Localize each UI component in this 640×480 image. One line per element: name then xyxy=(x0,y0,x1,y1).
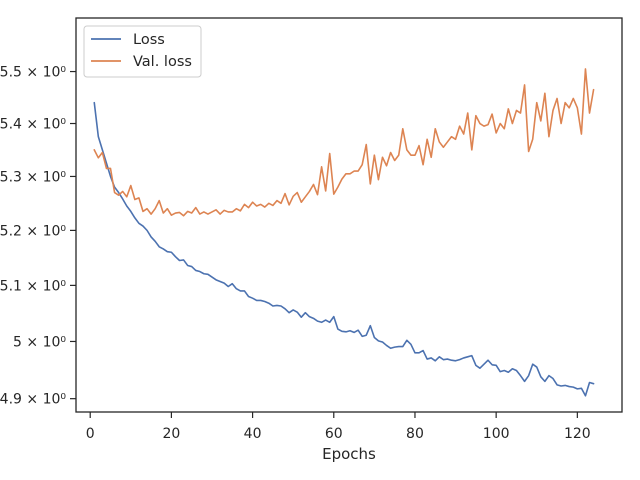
y-tick-label: 5.5 × 10⁰ xyxy=(0,65,66,81)
y-tick-label: 5 × 10⁰ xyxy=(13,334,66,350)
val-loss-series-line xyxy=(93,68,595,217)
x-axis-label: Epochs xyxy=(322,445,376,463)
x-tick-label: 0 xyxy=(86,426,95,442)
plot-area xyxy=(75,17,623,413)
y-axis-ticks: 4.9 × 10⁰ 5 × 10⁰ 5.1 × 10⁰ 5.2 × 10⁰ 5.3 × … xyxy=(0,65,76,408)
y-tick-label: 5.1 × 10⁰ xyxy=(0,278,66,294)
x-axis-ticks: 0 20 40 60 80 100 120 xyxy=(86,412,591,442)
x-tick-label: 80 xyxy=(406,426,424,442)
y-tick-label: 5.3 × 10⁰ xyxy=(0,169,66,185)
loss-series-line xyxy=(93,101,595,397)
y-tick-label: 4.9 × 10⁰ xyxy=(0,392,66,408)
series-layer xyxy=(93,68,595,397)
y-tick-label: 5.4 × 10⁰ xyxy=(0,117,66,133)
x-tick-label: 100 xyxy=(483,426,510,442)
axes-frame xyxy=(75,17,623,413)
x-tick-label: 40 xyxy=(244,426,262,442)
legend-label-loss: Loss xyxy=(133,32,165,48)
x-tick-label: 60 xyxy=(325,426,343,442)
y-tick-label: 5.2 × 10⁰ xyxy=(0,223,66,239)
legend: Loss Val. loss xyxy=(83,25,202,78)
x-tick-label: 20 xyxy=(162,426,180,442)
legend-label-val-loss: Val. loss xyxy=(133,54,192,70)
x-tick-label: 120 xyxy=(564,426,591,442)
